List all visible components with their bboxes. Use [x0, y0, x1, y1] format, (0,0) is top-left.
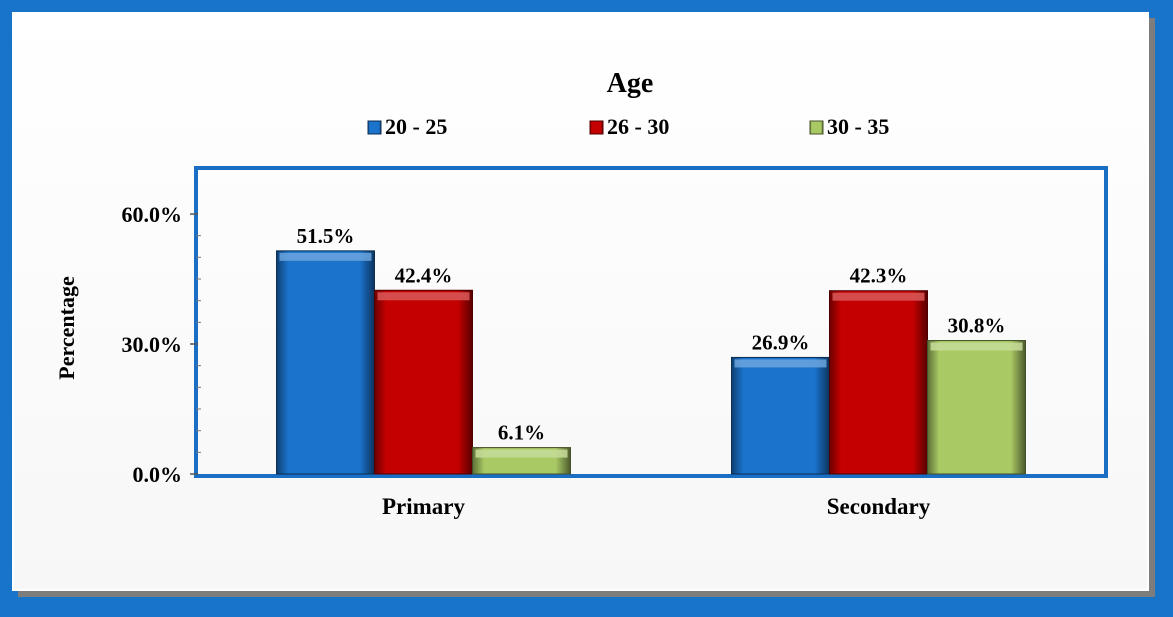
legend-label: 30 - 35 [827, 114, 889, 139]
legend-swatch [367, 120, 382, 135]
bar [374, 289, 473, 475]
data-label: 51.5% [297, 224, 355, 248]
bar [927, 340, 1026, 475]
bar-secondary-2: 30.8% [927, 314, 1026, 475]
bar-bevel [734, 359, 827, 368]
bar-bevel [475, 449, 568, 458]
legend-swatch [809, 120, 824, 135]
legend-label: 20 - 25 [385, 114, 447, 139]
legend-swatch [589, 120, 604, 135]
bar-secondary-0: 26.9% [731, 330, 830, 475]
x-axis: Primary Secondary [382, 494, 931, 519]
y-tick-label: 60.0% [122, 202, 183, 227]
legend-item-0: 20 - 25 [367, 114, 447, 139]
legend-item-1: 26 - 30 [589, 114, 669, 139]
bar-bevel [832, 292, 925, 301]
bar-primary-2: 6.1% [472, 421, 571, 475]
data-label: 42.3% [850, 264, 908, 288]
legend: 20 - 25 26 - 30 30 - 35 [367, 114, 889, 139]
data-label: 26.9% [752, 330, 810, 354]
bar-secondary-1: 42.3% [829, 264, 928, 475]
x-tick-label: Secondary [827, 494, 931, 519]
y-axis: 0.0% 30.0% 60.0% [122, 202, 201, 487]
chart-title: Age [607, 68, 654, 99]
bar [829, 290, 928, 475]
y-tick-label: 30.0% [122, 332, 183, 357]
legend-label: 26 - 30 [607, 114, 669, 139]
data-label: 30.8% [948, 314, 1006, 338]
bar-bevel [930, 342, 1023, 351]
data-label: 42.4% [395, 263, 453, 287]
y-axis-title: Percentage [54, 276, 79, 380]
x-tick-label: Primary [382, 494, 466, 519]
y-tick-label: 0.0% [133, 462, 183, 487]
bar [276, 250, 375, 475]
bar [731, 356, 830, 475]
bar-bevel [377, 292, 470, 301]
legend-item-2: 30 - 35 [809, 114, 889, 139]
bar-bevel [279, 252, 372, 261]
data-label: 6.1% [498, 421, 545, 445]
bar-primary-0: 51.5% [276, 224, 375, 475]
bars: 51.5% 42.4% 6.1% 26.9% 42.3% 30.8% [276, 224, 1026, 475]
chart-panel [12, 12, 1149, 591]
bar-primary-1: 42.4% [374, 263, 473, 475]
